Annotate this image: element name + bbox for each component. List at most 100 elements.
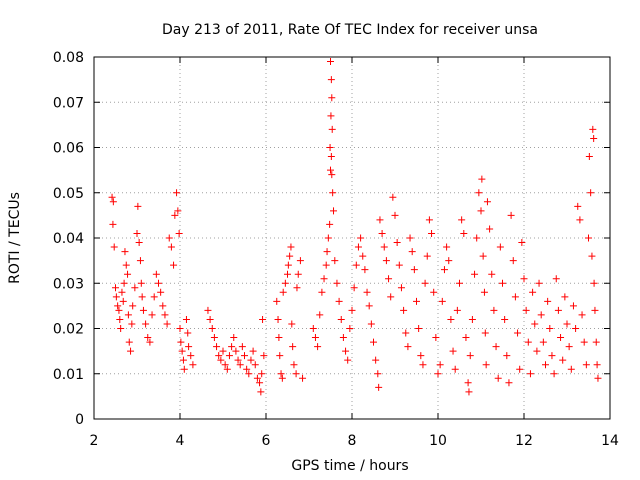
data-point bbox=[501, 315, 509, 323]
data-point bbox=[289, 343, 297, 351]
data-point bbox=[490, 306, 498, 314]
data-point bbox=[346, 325, 354, 332]
data-point bbox=[327, 112, 335, 120]
data-point bbox=[511, 293, 519, 301]
data-point bbox=[318, 288, 326, 296]
data-point bbox=[585, 153, 593, 161]
data-point bbox=[565, 343, 573, 351]
axes: 2 4 6 8 10 12 14 0 0.01 0.02 0.03 0.04 0.05 0.06 0.07 0… bbox=[53, 50, 619, 449]
data-point bbox=[316, 311, 324, 319]
data-point bbox=[331, 257, 339, 265]
data-point bbox=[281, 279, 289, 287]
data-point bbox=[320, 275, 328, 283]
data-point bbox=[337, 315, 345, 323]
data-point bbox=[251, 361, 259, 369]
data-point bbox=[225, 352, 233, 360]
data-point bbox=[314, 343, 322, 351]
data-point bbox=[445, 257, 453, 265]
data-point bbox=[593, 361, 601, 369]
data-point bbox=[385, 275, 393, 283]
data-point bbox=[546, 325, 554, 332]
data-point bbox=[112, 293, 120, 301]
x-tick-label: 14 bbox=[601, 433, 619, 449]
data-point bbox=[408, 248, 416, 256]
data-point bbox=[327, 153, 335, 161]
data-point bbox=[279, 288, 287, 296]
data-point bbox=[400, 306, 408, 314]
data-point bbox=[466, 352, 474, 360]
data-point bbox=[352, 261, 360, 269]
data-point bbox=[569, 302, 577, 310]
data-point bbox=[578, 311, 586, 319]
data-point bbox=[572, 325, 580, 332]
chart-title: Day 213 of 2011, Rate Of TEC Index for r… bbox=[162, 22, 538, 38]
data-point bbox=[134, 202, 142, 210]
data-point bbox=[142, 320, 150, 328]
data-point bbox=[585, 234, 592, 242]
data-point bbox=[460, 229, 468, 237]
data-point bbox=[288, 320, 296, 328]
data-point bbox=[330, 207, 338, 215]
data-point bbox=[236, 361, 244, 369]
data-point bbox=[228, 343, 236, 351]
data-point bbox=[479, 252, 487, 260]
data-point bbox=[322, 261, 330, 269]
data-point bbox=[213, 343, 221, 351]
data-point bbox=[587, 189, 595, 197]
data-point bbox=[382, 257, 390, 265]
data-point bbox=[179, 356, 187, 364]
data-point bbox=[277, 370, 285, 378]
x-tick-label: 2 bbox=[90, 433, 99, 449]
data-point bbox=[471, 270, 479, 278]
data-point bbox=[293, 284, 301, 292]
data-point bbox=[328, 94, 336, 102]
data-point bbox=[354, 243, 362, 251]
data-point bbox=[542, 361, 549, 369]
data-point bbox=[591, 306, 599, 314]
data-point bbox=[554, 306, 562, 314]
y-tick-label: 0.05 bbox=[53, 186, 84, 202]
y-tick-label: 0.07 bbox=[53, 95, 84, 111]
x-tick-label: 6 bbox=[262, 433, 271, 449]
data-point bbox=[175, 229, 183, 237]
data-point bbox=[492, 343, 500, 351]
data-point bbox=[284, 261, 292, 269]
data-point bbox=[576, 216, 584, 224]
data-point bbox=[563, 320, 571, 328]
data-point bbox=[129, 302, 137, 310]
data-point bbox=[290, 361, 298, 369]
data-point bbox=[155, 279, 162, 287]
data-point bbox=[421, 279, 429, 287]
data-point bbox=[468, 315, 476, 323]
data-point bbox=[365, 302, 373, 310]
data-point bbox=[119, 297, 127, 305]
data-point bbox=[475, 189, 483, 197]
data-point bbox=[327, 166, 334, 174]
data-point bbox=[296, 257, 304, 265]
data-point bbox=[238, 343, 246, 351]
data-point bbox=[430, 288, 438, 296]
data-point bbox=[481, 329, 489, 337]
data-point bbox=[204, 306, 212, 314]
data-point bbox=[425, 216, 433, 224]
grid-layer bbox=[94, 57, 610, 419]
data-point bbox=[494, 374, 502, 382]
data-point bbox=[372, 356, 380, 364]
data-point bbox=[165, 234, 173, 242]
data-point bbox=[574, 202, 582, 210]
data-point bbox=[406, 234, 414, 242]
data-point bbox=[208, 325, 216, 332]
data-point bbox=[376, 216, 384, 224]
data-point bbox=[206, 315, 214, 323]
data-point bbox=[139, 306, 147, 314]
data-point bbox=[243, 365, 251, 373]
data-point bbox=[449, 347, 457, 355]
data-point bbox=[509, 257, 517, 265]
data-point bbox=[378, 229, 386, 237]
data-point bbox=[582, 361, 590, 369]
data-point bbox=[323, 248, 331, 256]
data-point bbox=[590, 279, 598, 287]
data-point bbox=[253, 374, 261, 382]
y-axis-label: ROTI / TECUs bbox=[7, 192, 23, 284]
data-point bbox=[116, 315, 124, 323]
